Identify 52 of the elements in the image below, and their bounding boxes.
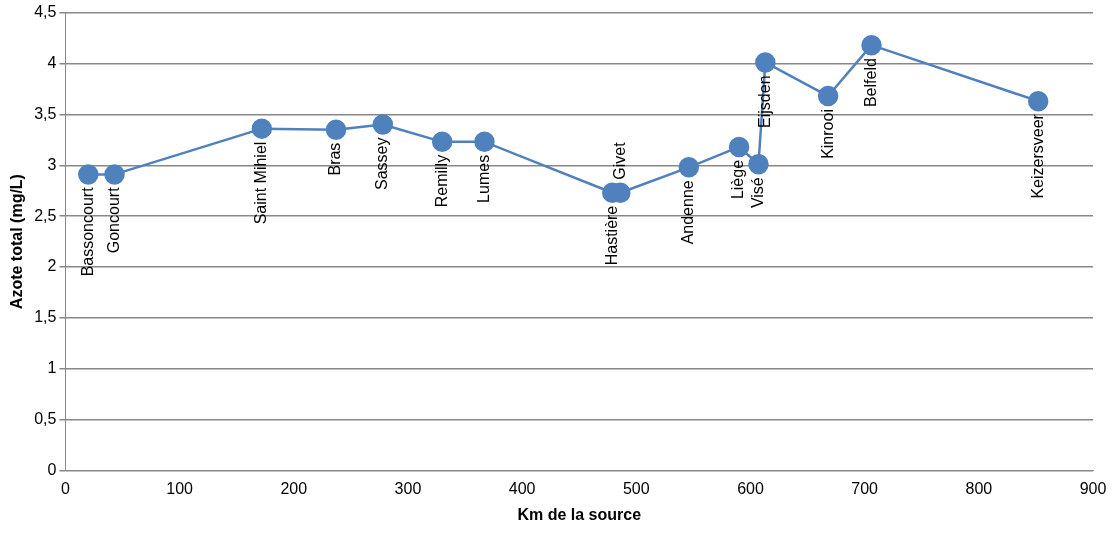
y-tick-label: 3,5: [34, 104, 57, 122]
point: [474, 131, 495, 153]
y-tick-label: 1: [47, 359, 57, 377]
x-tick-label: 500: [622, 479, 650, 497]
point: [431, 131, 453, 153]
annotation: Belfeld: [861, 58, 879, 108]
point: [372, 114, 394, 135]
point: [78, 164, 99, 185]
y-tick-label: 2: [47, 257, 57, 275]
y-tick-label: 2,5: [34, 206, 57, 224]
point: [748, 154, 769, 175]
point: [325, 119, 347, 140]
annotation: Sassey: [373, 137, 391, 191]
y-tick-label: 4,5: [34, 3, 57, 21]
y-tick-label: 0: [47, 461, 57, 479]
x-tick-label: 100: [166, 479, 194, 497]
x-tick-label: 0: [60, 479, 70, 497]
annotation: Keizersveer: [1028, 113, 1046, 199]
annotation: Visé: [748, 177, 766, 209]
annotation: Remilly: [432, 154, 450, 208]
x-tick-label: 700: [851, 479, 879, 497]
annotation: Hastière: [602, 205, 620, 266]
point: [678, 157, 700, 178]
x-tick-label: 300: [394, 479, 422, 497]
annotation: Givet: [610, 141, 628, 180]
x-tick-label: 900: [1079, 479, 1107, 497]
point: [104, 164, 125, 185]
point: [817, 85, 839, 107]
point: [251, 118, 273, 139]
point: [755, 52, 776, 73]
y-tick-label: 3: [47, 155, 57, 173]
x-axis-title: Km de la source: [517, 505, 642, 523]
annotation: Liège: [729, 159, 747, 200]
y-axis-title: Azote total (mg/L): [8, 174, 26, 310]
x-tick-label: 200: [280, 479, 308, 497]
annotation: Saint Mihiel: [252, 141, 270, 225]
y-tick-label: 1,5: [34, 308, 57, 326]
point: [861, 34, 882, 56]
y-tick-label: 0,5: [34, 410, 57, 428]
x-tick-label: 400: [508, 479, 536, 497]
y-tick-label: 4: [47, 53, 57, 71]
annotation: Bras: [326, 142, 344, 176]
point: [728, 136, 750, 158]
point: [1027, 90, 1049, 112]
annotation: Andenne: [679, 180, 697, 245]
annotation: Goncourt: [104, 186, 122, 254]
x-tick-label: 800: [965, 479, 993, 497]
annotation: Lumes: [474, 154, 492, 203]
annotation: Eijsden: [755, 75, 773, 128]
x-tick-label: 600: [737, 479, 764, 497]
annotation: Kinrooi: [818, 109, 836, 159]
annotation: Bassoncourt: [78, 186, 96, 277]
